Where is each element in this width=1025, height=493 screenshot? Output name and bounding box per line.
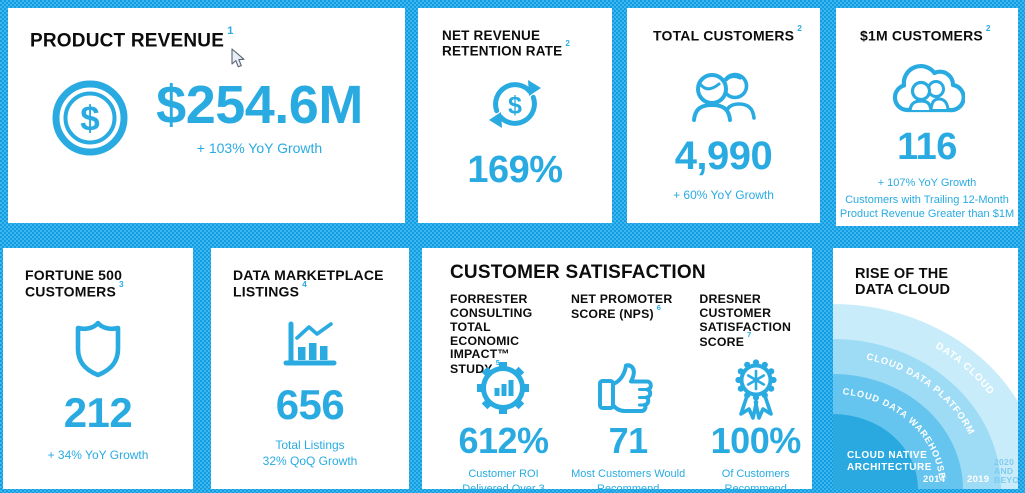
card-title: DATA MARKETPLACE LISTINGS 4 [233,267,403,300]
metric-note: Most Customers Would Recommend Snowflake… [571,468,686,493]
footnote-marker: 3 [119,278,124,289]
footnote-marker: 4 [302,278,308,289]
year-2020-line1: 2020 [994,457,1014,467]
growth-note: + 60% YoY Growth [673,188,774,203]
card-title: TOTAL CUSTOMERS 2 [653,24,820,44]
ring-label-cloud-native-line1: CLOUD NATIVE [847,450,927,461]
net-revenue-retention-card: NET REVENUE RETENTION RATE 2 $ 169% [418,8,612,223]
data-marketplace-listings-card: DATA MARKETPLACE LISTINGS 4 656 Total Lis… [211,248,409,489]
footnote-marker: 2 [985,23,991,34]
ring-cloud-native [833,414,918,489]
award-ribbon-icon [735,359,777,421]
two-customers-icon [691,73,756,123]
metric-value: 116 [897,126,957,169]
metric-value: 4,990 [674,134,773,179]
forrester-tei-metric: FORRESTER CONSULTING TOTAL ECONOMIC IMPA… [450,292,557,493]
product-revenue-card: PRODUCT REVENUE 1 $ $254.6M + 103% YoY Gr… [8,8,405,223]
data-cloud-rings-chart: DATA CLOUD CLOUD DATA PLATFORM CLOUD DAT… [833,304,1018,489]
metric-note: Customers with Trailing 12-Month Product… [839,193,1015,220]
metric-value: 100% [710,420,802,462]
fortune-500-customers-card: FORTUNE 500 CUSTOMERS 3 212 + 34% YoY Gro… [3,248,193,489]
footnote-marker: 7 [747,330,752,340]
metric-note: Total Listings [275,438,345,452]
metric-title-text: NET PROMOTER SCORE (NPS) [570,292,673,322]
dollar-glyph: $ [80,99,99,138]
footnote-marker: 2 [565,39,571,49]
dresner-score-metric: DRESNER CUSTOMER SATISFACTION SCORE 7 [699,292,812,493]
growth-note: + 34% YoY Growth [47,448,149,462]
growth-note: + 103% YoY Growth [196,140,323,156]
card-title-text: PRODUCT REVENUE [30,30,225,52]
card-title: FORTUNE 500 CUSTOMERS 3 [25,267,165,300]
card-title: PRODUCT REVENUE 1 [30,25,405,52]
footnote-marker: 1 [227,24,234,37]
card-title-text: FORTUNE 500 CUSTOMERS [25,267,123,300]
gear-chart-icon [477,362,530,415]
metric-title-text: DRESNER CUSTOMER SATISFACTION SCORE [699,292,792,349]
dollar-coin-icon: $ [52,80,128,156]
bar-chart-icon [283,321,337,366]
metric-note: Of Customers Recommend Snowflake for Thi… [721,468,790,493]
metric-value: $254.6M [156,75,363,135]
metric-value: 612% [458,420,549,462]
growth-note: + 107% YoY Growth [877,177,977,190]
card-title: $1M CUSTOMERS 2 [860,24,1018,44]
customer-satisfaction-card: CUSTOMER SATISFACTION FORRESTER CONSULTI… [422,248,812,493]
metric-value: 656 [275,381,345,428]
ring-label-cloud-native-line2: ARCHITECTURE [847,462,932,473]
metric-title: FORRESTER CONSULTING TOTAL ECONOMIC IMPA… [450,292,557,376]
nps-metric: NET PROMOTER SCORE (NPS) 6 71 Most Custom… [570,292,686,493]
footnote-marker: 2 [797,23,803,34]
growth-note: 32% QoQ Growth [262,453,358,468]
dollar-glyph: $ [508,91,522,119]
metric-value: 71 [608,420,649,462]
million-dollar-customers-card: $1M CUSTOMERS 2 116 + 107% YoY Growth Cus… [836,8,1018,226]
total-customers-card: TOTAL CUSTOMERS 2 4,990 + 60% YoY Growth [627,8,820,223]
metric-title: NET PROMOTER SCORE (NPS) 6 [570,292,685,353]
card-title-text: $1M CUSTOMERS [860,27,983,44]
metric-value: 169% [467,148,563,191]
dollar-refresh-icon: $ [489,79,541,128]
cloud-customers-icon [892,64,965,113]
card-title: CUSTOMER SATISFACTION [450,262,706,283]
year-2019: 2019 [967,474,989,485]
metric-title-text: FORRESTER CONSULTING TOTAL ECONOMIC IMPA… [450,292,533,377]
shield-icon [75,320,121,378]
card-title-text: TOTAL CUSTOMERS [653,27,795,44]
metric-note: Customer ROI Delivered Over 3 Years [462,468,545,493]
metric-value: 212 [63,389,133,436]
card-title: NET REVENUE RETENTION RATE 2 [442,28,582,59]
rise-of-data-cloud-card: DATA CLOUD CLOUD DATA PLATFORM CLOUD DAT… [833,248,1018,489]
thumbs-up-icon [598,363,653,414]
card-title-text: NET REVENUE RETENTION RATE [442,28,563,59]
footnote-marker: 6 [656,302,662,312]
footnote-marker: 5 [495,357,500,367]
card-title-text: DATA MARKETPLACE LISTINGS [233,267,384,300]
year-2020-line3: BEYOND [994,475,1018,485]
metric-title: DRESNER CUSTOMER SATISFACTION SCORE 7 [699,292,812,353]
mouse-cursor [231,48,245,68]
card-title: RISE OF THE DATA CLOUD [855,266,951,299]
year-2014: 2014 [923,474,946,485]
year-2020-line2: AND [994,466,1013,476]
